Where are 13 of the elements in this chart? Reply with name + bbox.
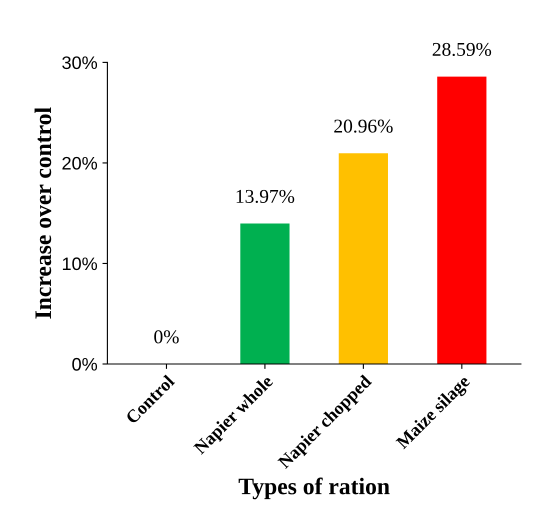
x-axis-title: Types of ration — [238, 478, 390, 500]
y-tick-label: 10% — [62, 257, 98, 270]
y-tick-label: 30% — [62, 56, 98, 70]
data-label: 13.97% — [236, 190, 294, 204]
bar — [338, 153, 388, 364]
bar — [240, 224, 290, 364]
data-label: 0% — [154, 330, 179, 344]
y-axis-title: Increase over control — [34, 107, 52, 319]
data-label: 28.59% — [432, 42, 492, 56]
y-tick-label: 20% — [62, 156, 98, 170]
y-tick-label: 0% — [72, 358, 98, 371]
bar — [437, 76, 486, 364]
data-label: 20.96% — [334, 120, 393, 133]
